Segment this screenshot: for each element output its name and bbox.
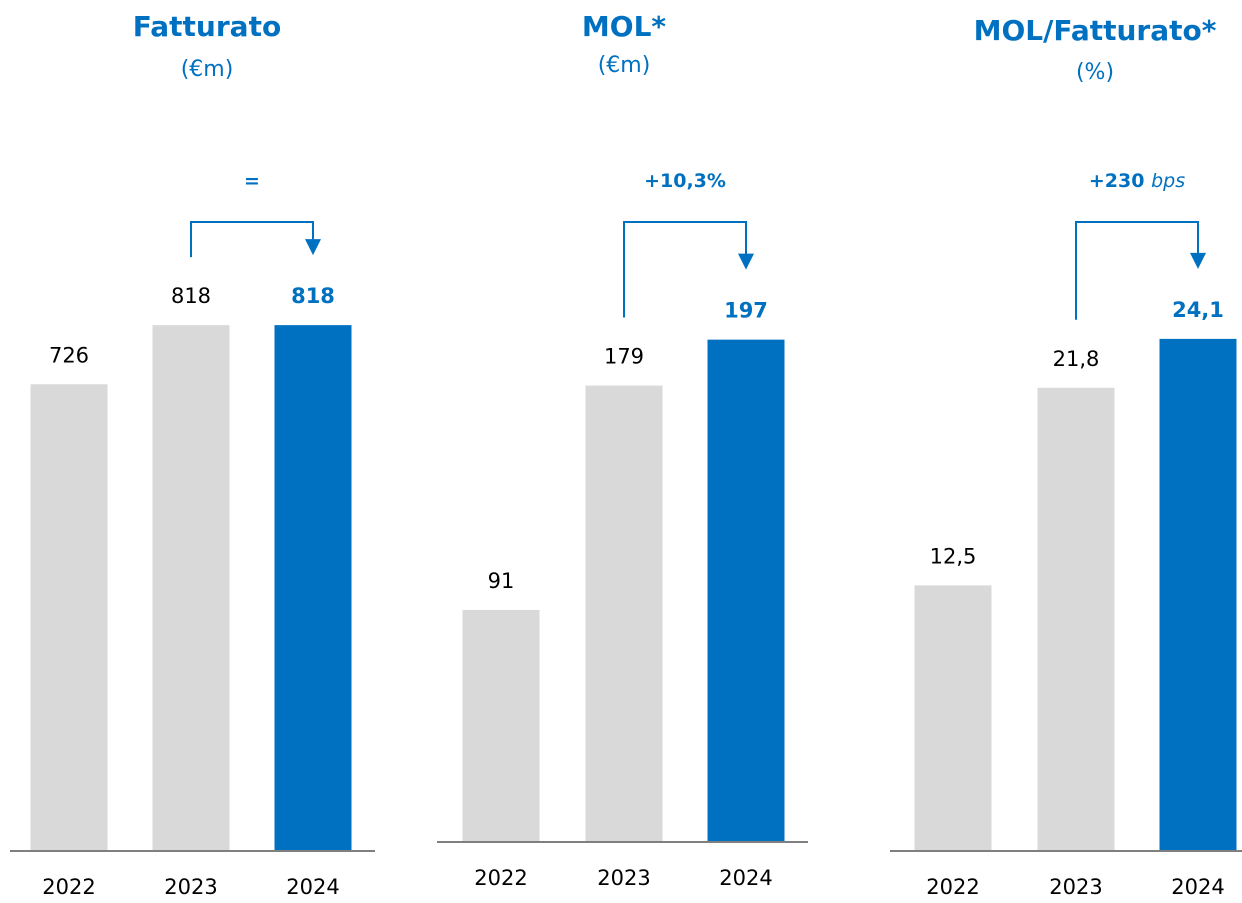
chart-subtitle: (%) (1076, 60, 1114, 85)
value-label: 726 (49, 343, 89, 367)
chart-title: Fatturato (133, 10, 281, 43)
chart-subtitle: (€m) (181, 57, 234, 82)
x-tick-label: 2023 (597, 866, 650, 890)
value-label: 91 (488, 569, 515, 593)
x-tick-label: 2024 (719, 866, 772, 890)
bracket (1075, 221, 1199, 320)
bar (914, 585, 992, 851)
arrow-head (1190, 252, 1206, 269)
value-label: 818 (171, 284, 211, 308)
chart-subtitle: (€m) (598, 53, 651, 78)
value-label: 24,1 (1172, 298, 1224, 322)
annotation: = (244, 170, 260, 192)
x-tick-label: 2022 (42, 875, 95, 899)
value-label: 197 (724, 299, 768, 323)
chart-title: MOL/Fatturato* (974, 14, 1217, 47)
annotation-value: = (244, 170, 260, 192)
annotation-unit: bps (1151, 170, 1185, 192)
arrow-head (305, 239, 321, 256)
annotation: +230 bps (1089, 170, 1185, 192)
x-tick-label: 2022 (474, 866, 527, 890)
x-tick-label: 2023 (1049, 875, 1102, 899)
bracket (190, 221, 314, 258)
annotation: +10,3% (644, 170, 726, 192)
bar (585, 385, 663, 842)
x-tick-label: 2024 (1171, 875, 1224, 899)
value-label: 12,5 (930, 544, 977, 568)
chart-title: MOL* (582, 10, 667, 43)
bar (30, 384, 108, 851)
x-tick-label: 2022 (926, 875, 979, 899)
bar (152, 325, 230, 852)
x-tick-label: 2023 (164, 875, 217, 899)
annotation-value: +10,3% (644, 170, 726, 192)
bar (274, 325, 352, 852)
bar (462, 609, 540, 842)
x-tick-label: 2024 (286, 875, 339, 899)
arrow-head (738, 253, 754, 270)
bar (1159, 338, 1237, 851)
value-label: 21,8 (1053, 347, 1100, 371)
bar (707, 339, 785, 842)
bracket (623, 221, 747, 318)
annotation-value: +230 (1089, 170, 1145, 192)
value-label: 818 (291, 284, 335, 308)
value-label: 179 (604, 345, 644, 369)
bar (1037, 387, 1115, 851)
